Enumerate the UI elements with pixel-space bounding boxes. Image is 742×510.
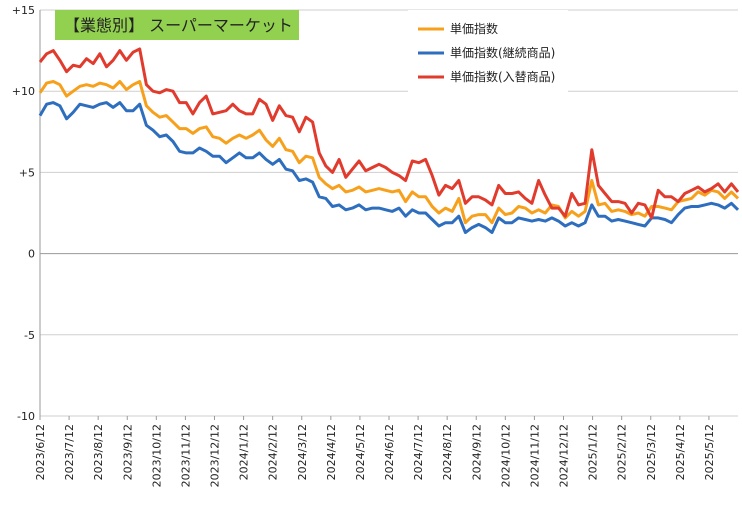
y-tick-label: -5 xyxy=(24,329,35,342)
chart-title: 【業態別】 スーパーマーケット xyxy=(55,10,299,40)
legend-label-continuing-items: 単価指数(継続商品) xyxy=(450,45,555,60)
y-tick-labels: +15 +10 +5 0 -5 -10 xyxy=(12,4,35,423)
x-tick-label: 2023/10/12 xyxy=(150,424,163,487)
x-tick-label: 2025/4/12 xyxy=(674,424,687,480)
series-line-2 xyxy=(38,47,740,220)
x-tick-labels: 2023/6/12 2023/7/12 2023/8/12 2023/9/12 2023… xyxy=(34,416,716,487)
x-tick-label: 2023/6/12 xyxy=(34,424,47,480)
x-tick-label: 2024/9/12 xyxy=(470,424,483,480)
x-tick-label: 2024/4/12 xyxy=(325,424,338,480)
chart-title-text: 【業態別】 スーパーマーケット xyxy=(64,16,293,35)
x-tick-label: 2024/12/12 xyxy=(558,424,571,487)
series-lines xyxy=(38,47,740,234)
x-tick-label: 2023/12/12 xyxy=(209,424,222,487)
y-tick-label: +10 xyxy=(12,85,35,98)
legend-label-price-index: 単価指数 xyxy=(450,21,498,36)
x-tick-label: 2024/2/12 xyxy=(267,424,280,480)
x-tick-label: 2023/11/12 xyxy=(179,424,192,487)
x-tick-label: 2024/11/12 xyxy=(528,424,541,487)
x-tick-label: 2025/1/12 xyxy=(587,424,600,480)
x-tick-label: 2024/7/12 xyxy=(412,424,425,480)
x-tick-label: 2024/5/12 xyxy=(354,424,367,480)
x-tick-label: 2024/3/12 xyxy=(296,424,309,480)
x-tick-label: 2024/8/12 xyxy=(441,424,454,480)
x-tick-label: 2025/5/12 xyxy=(703,424,716,480)
x-tick-label: 2024/6/12 xyxy=(383,424,396,480)
legend-label-replaced-items: 単価指数(入替商品) xyxy=(450,69,555,84)
chart-title-background xyxy=(55,10,299,40)
x-tick-label: 2024/10/12 xyxy=(499,424,512,487)
y-tick-label: +15 xyxy=(12,4,35,17)
x-tick-label: 2025/3/12 xyxy=(645,424,658,480)
x-tick-label: 2023/8/12 xyxy=(92,424,105,480)
series-line-0 xyxy=(38,80,740,225)
x-tick-label: 2025/2/12 xyxy=(616,424,629,480)
x-tick-label: 2023/7/12 xyxy=(63,424,76,480)
y-tick-label: -10 xyxy=(17,410,35,423)
x-tick-label: 2024/1/12 xyxy=(238,424,251,480)
y-tick-label: 0 xyxy=(28,248,35,261)
legend: 単価指数 単価指数(継続商品) 単価指数(入替商品) xyxy=(408,10,568,92)
x-tick-label: 2023/9/12 xyxy=(121,424,134,480)
series-line-1 xyxy=(38,101,740,234)
y-tick-label: +5 xyxy=(19,166,35,179)
